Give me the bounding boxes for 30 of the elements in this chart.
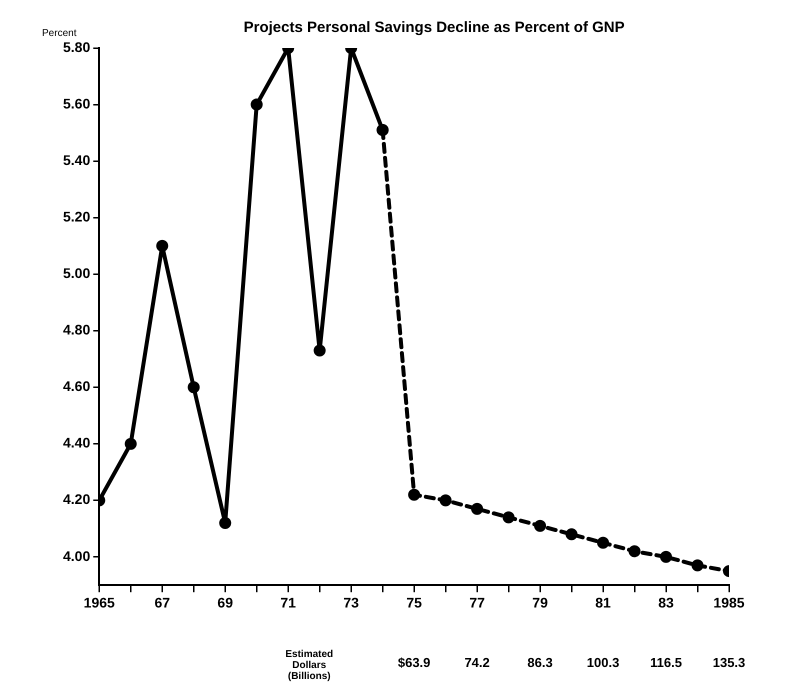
- x-tick-label: 79: [532, 594, 548, 610]
- y-tick-label: 5.40: [63, 152, 90, 168]
- x-tick-label: 67: [154, 594, 170, 610]
- y-tick-label: 5.20: [63, 208, 90, 224]
- y-tick-label: 5.60: [63, 95, 90, 112]
- text: 135.3: [712, 655, 746, 670]
- y-tick-label: 4.40: [63, 434, 90, 451]
- y-tick-label: 4.60: [63, 378, 90, 394]
- text: 116.5: [650, 655, 682, 670]
- x-tick-label: 83: [658, 594, 674, 610]
- y-tick-label: 4.80: [63, 322, 90, 338]
- y-tick-label: 5.80: [63, 38, 90, 55]
- x-tick-label: 71: [280, 594, 296, 610]
- x-tick-label: 75: [406, 594, 422, 610]
- x-tick-label: 69: [217, 594, 234, 610]
- y-axis-title: Percent: [42, 28, 77, 39]
- text: $63.9: [398, 655, 430, 670]
- text: 74.2: [464, 655, 490, 670]
- text: 100.3: [586, 655, 620, 670]
- x-tick-label: 77: [469, 594, 486, 610]
- text: Estimated Dollars (Billions): [285, 648, 334, 682]
- y-tick-label: 4.20: [63, 491, 90, 508]
- x-tick-label: 81: [595, 594, 612, 610]
- text: 86.3: [527, 655, 553, 670]
- x-tick-label: 1985: [713, 594, 745, 610]
- y-tick-label: 4.00: [63, 548, 90, 564]
- x-tick-label: 1965: [84, 594, 116, 610]
- x-tick-label: 73: [343, 594, 360, 610]
- y-tick-label: 5.00: [63, 265, 90, 282]
- chart-title: Projects Personal Savings Decline as Percent of GNP: [244, 19, 625, 36]
